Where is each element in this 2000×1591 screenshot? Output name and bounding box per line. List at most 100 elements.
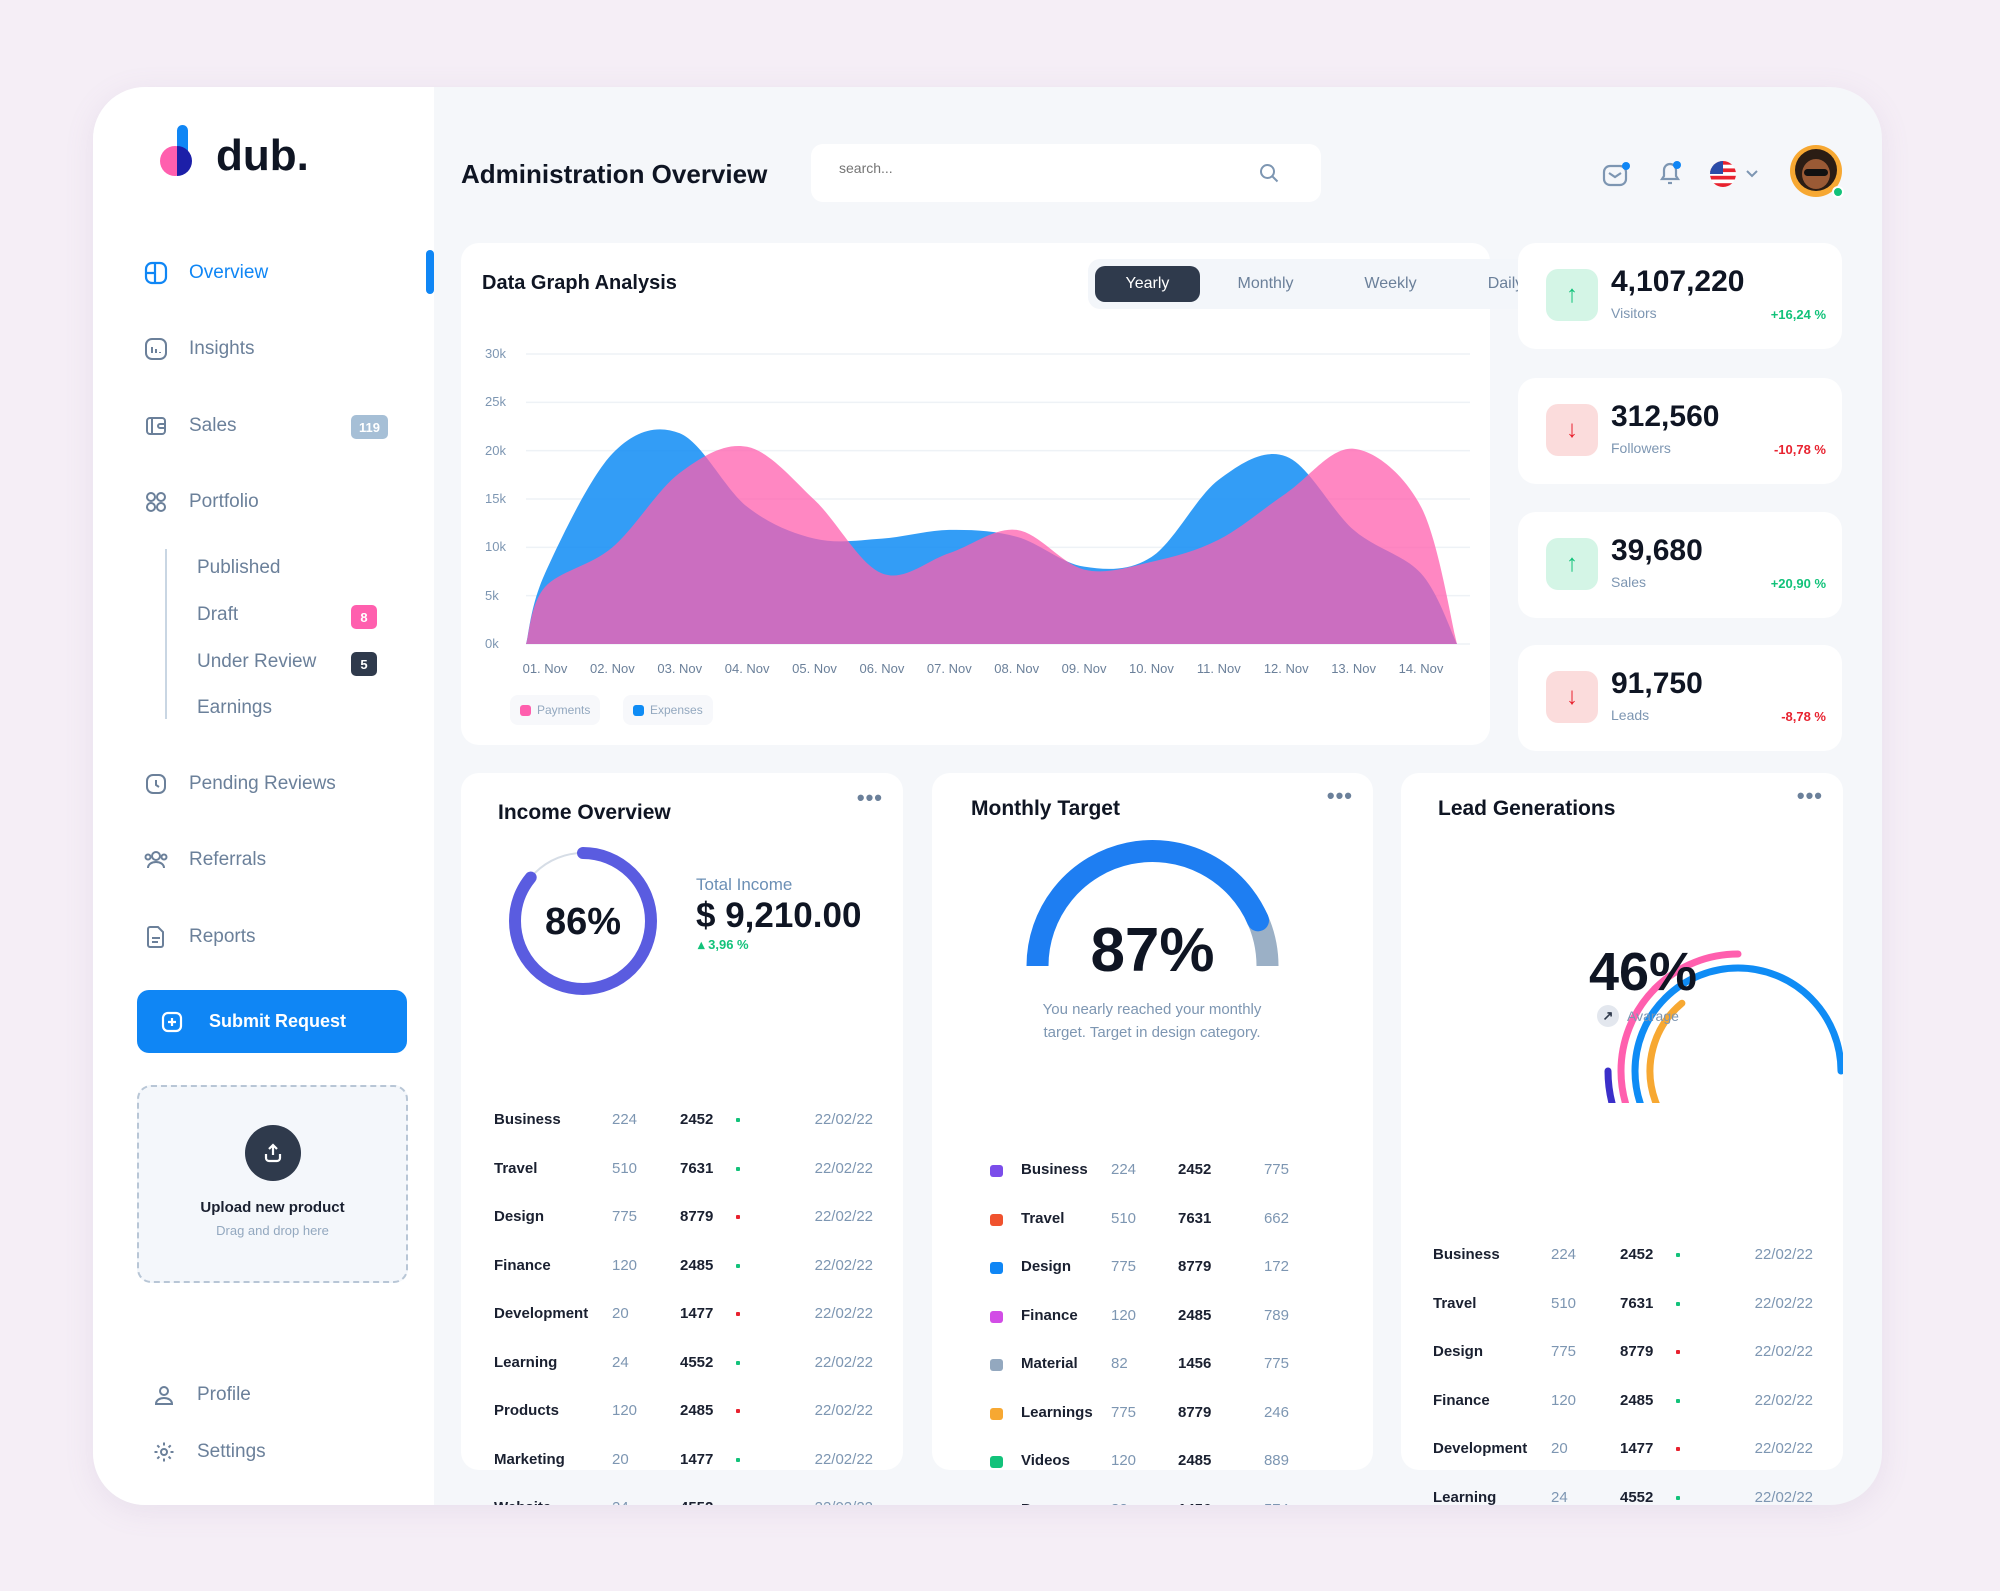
row-value: 7631 xyxy=(1620,1294,1654,1312)
search-icon[interactable] xyxy=(1258,162,1280,189)
sales-badge: 119 xyxy=(351,415,388,439)
table-row[interactable]: Travel 510 7631 662 xyxy=(932,1210,1373,1234)
tab-weekly[interactable]: Weekly xyxy=(1364,275,1417,292)
more-options-icon[interactable]: ••• xyxy=(856,785,883,810)
trend-down-icon xyxy=(1676,1447,1680,1451)
table-row[interactable]: Business 224 2452 22/02/22 xyxy=(461,1111,903,1135)
trend-up-icon xyxy=(1676,1301,1680,1306)
sidebar-item-profile[interactable]: Profile xyxy=(151,1382,251,1408)
arrow-down-icon: ↓ xyxy=(1546,671,1598,723)
row-name: Development xyxy=(1433,1440,1528,1457)
tab-monthly[interactable]: Monthly xyxy=(1237,275,1294,292)
table-row[interactable]: Finance 120 2485 789 xyxy=(932,1307,1373,1331)
sidebar-subitem-under-review[interactable]: Under Review xyxy=(197,651,317,672)
table-row[interactable]: Learning 24 4552 22/02/22 xyxy=(461,1354,903,1378)
sidebar-subitem-draft[interactable]: Draft xyxy=(197,604,239,625)
table-row[interactable]: Material 82 1456 775 xyxy=(932,1355,1373,1379)
trend-up-icon xyxy=(736,1263,740,1268)
stat-card-visitors: ↑ 4,107,220 Visitors +16,24 % xyxy=(1518,243,1842,349)
trend-up-icon xyxy=(736,1360,740,1365)
bell-icon[interactable] xyxy=(1655,158,1685,193)
sidebar-item-sales[interactable]: Sales xyxy=(143,413,237,439)
x-tick-label: 04. Nov xyxy=(724,661,770,676)
table-row[interactable]: Development 20 1477 22/02/22 xyxy=(461,1305,903,1329)
row-target: 789 xyxy=(1263,1306,1289,1324)
search-input[interactable] xyxy=(839,160,1239,176)
legend-payments[interactable]: Payments xyxy=(510,695,601,725)
row-count: 24 xyxy=(612,1353,629,1371)
sidebar-item-label: Overview xyxy=(189,262,269,283)
table-row[interactable]: Marketing 20 1477 22/02/22 xyxy=(461,1451,903,1475)
sidebar-item-settings[interactable]: Settings xyxy=(151,1439,266,1465)
target-percent: 87% xyxy=(1090,916,1215,985)
row-date: 22/02/22 xyxy=(814,1256,873,1274)
sidebar-subitem-earnings[interactable]: Earnings xyxy=(197,697,272,718)
draft-badge: 8 xyxy=(351,605,377,629)
trend-down-icon xyxy=(736,1312,740,1316)
row-value: 4552 xyxy=(680,1499,713,1505)
table-row[interactable]: Learnings 775 8779 246 xyxy=(932,1404,1373,1428)
table-row[interactable]: Finance 120 2485 22/02/22 xyxy=(461,1257,903,1281)
leads-caption-text: Avarage xyxy=(1627,1008,1679,1024)
y-tick-label: 15k xyxy=(485,491,506,506)
trend-up-icon xyxy=(736,1457,740,1462)
trend-up-icon xyxy=(736,1166,740,1171)
sidebar: dub. Overview Insights Sales 119 Portfol… xyxy=(93,87,434,1505)
table-row[interactable]: Design 775 8779 172 xyxy=(932,1258,1373,1282)
table-row[interactable]: Videos 120 2485 889 xyxy=(932,1452,1373,1476)
more-options-icon[interactable]: ••• xyxy=(1326,783,1353,808)
search-bar xyxy=(811,144,1321,202)
row-count: 510 xyxy=(1111,1209,1137,1227)
lead-ring-arc xyxy=(1617,950,1742,1103)
table-row[interactable]: Development 20 1477 22/02/22 xyxy=(1401,1440,1843,1464)
tab-daily[interactable]: Daily xyxy=(1487,275,1524,292)
table-row[interactable]: Business 224 2452 775 xyxy=(932,1161,1373,1185)
table-row[interactable]: Design 775 8779 22/02/22 xyxy=(1401,1343,1843,1367)
row-value: 2452 xyxy=(1620,1246,1654,1263)
row-value: 2452 xyxy=(1178,1161,1212,1178)
x-tick-label: 05. Nov xyxy=(792,661,837,676)
lead-rings-chart xyxy=(1604,950,1843,1103)
stat-card-leads: ↓ 91,750 Leads -8,78 % xyxy=(1518,645,1842,751)
row-value: 8779 xyxy=(1620,1343,1654,1360)
table-row[interactable]: Products 120 2485 22/02/22 xyxy=(461,1402,903,1426)
sidebar-item-label: Pending Reviews xyxy=(189,773,336,794)
category-swatch xyxy=(990,1213,1003,1226)
document-icon xyxy=(143,924,169,950)
sidebar-item-portfolio[interactable]: Portfolio xyxy=(143,489,259,515)
row-date: 22/02/22 xyxy=(1754,1391,1813,1409)
sidebar-item-reports[interactable]: Reports xyxy=(143,924,256,950)
income-overview-card: Income Overview ••• 86% Total Income $ 9… xyxy=(461,773,903,1505)
row-date: 22/02/22 xyxy=(1754,1343,1813,1360)
stat-change: +16,24 % xyxy=(1770,307,1826,322)
table-row[interactable]: Programs 82 1456 574 xyxy=(932,1501,1373,1505)
sidebar-item-referrals[interactable]: Referrals xyxy=(143,847,266,873)
more-options-icon[interactable]: ••• xyxy=(1796,783,1823,808)
table-row[interactable]: Travel 510 7631 22/02/22 xyxy=(461,1160,903,1184)
row-count: 120 xyxy=(612,1402,638,1419)
table-row[interactable]: Travel 510 7631 22/02/22 xyxy=(1401,1295,1843,1319)
sidebar-item-overview[interactable]: Overview xyxy=(143,260,268,286)
table-row[interactable]: Design 775 8779 22/02/22 xyxy=(461,1208,903,1232)
table-row[interactable]: Business 224 2452 22/02/22 xyxy=(1401,1246,1843,1270)
table-row[interactable]: Website 24 4552 22/02/22 xyxy=(461,1499,903,1505)
mail-icon[interactable] xyxy=(1601,160,1631,193)
sidebar-item-pending-reviews[interactable]: Pending Reviews xyxy=(143,771,336,797)
chevron-down-icon[interactable] xyxy=(1744,167,1760,185)
table-row[interactable]: Learning 24 4552 22/02/22 xyxy=(1401,1489,1843,1506)
avatar[interactable] xyxy=(1790,145,1842,197)
legend-label: Expenses xyxy=(650,703,703,717)
under-review-badge: 5 xyxy=(351,652,377,676)
sidebar-subitem-published[interactable]: Published xyxy=(197,557,281,578)
overview-icon xyxy=(143,260,169,286)
submit-request-button[interactable]: Submit Request xyxy=(137,990,407,1053)
tab-yearly[interactable]: Yearly xyxy=(1095,266,1200,302)
row-count: 24 xyxy=(612,1499,629,1505)
table-row[interactable]: Finance 120 2485 22/02/22 xyxy=(1401,1392,1843,1416)
row-count: 775 xyxy=(612,1208,638,1225)
legend-expenses[interactable]: Expenses xyxy=(623,695,713,725)
sidebar-item-insights[interactable]: Insights xyxy=(143,336,254,362)
us-flag-icon[interactable] xyxy=(1710,161,1736,192)
income-change: ▴ 3,96 % xyxy=(698,937,749,953)
upload-dropzone[interactable]: Upload new product Drag and drop here xyxy=(137,1085,408,1283)
